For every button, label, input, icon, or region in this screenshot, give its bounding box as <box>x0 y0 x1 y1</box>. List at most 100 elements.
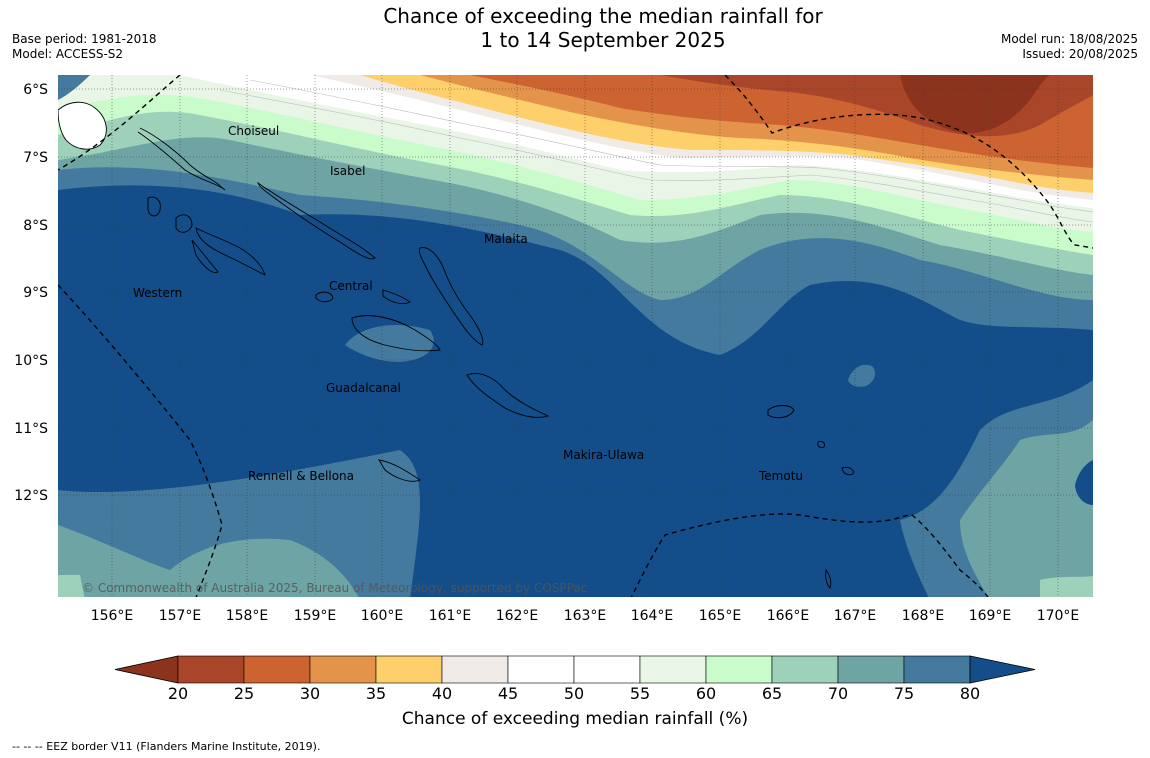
graticule <box>58 75 1093 597</box>
lon-label-164e: 164°E <box>631 608 674 624</box>
colorbar-tick-label: 70 <box>828 684 848 703</box>
colorbar-segment <box>177 655 245 684</box>
contour-se-65 <box>1040 576 1093 597</box>
title-line-2: 1 to 14 September 2025 <box>480 28 726 52</box>
new-georgia-island <box>195 227 266 276</box>
colorbar: 20 25 30 35 40 45 50 55 60 65 70 75 80 <box>114 655 1036 703</box>
colorbar-segment <box>243 655 311 684</box>
colorbar-tick-label: 25 <box>234 684 254 703</box>
lat-label-6s: 6°S <box>23 82 48 98</box>
kolombangara-island <box>175 214 193 233</box>
eez-footnote: -- -- -- EEZ border V11 (Flanders Marine… <box>12 740 321 753</box>
bougainville-island <box>58 101 107 150</box>
label-malaita: Malaita <box>484 232 528 246</box>
colorbar-tick-label: 20 <box>168 684 188 703</box>
contour-20 <box>900 75 1050 134</box>
choiseul-island <box>137 131 223 189</box>
contour-south-65 <box>58 575 85 597</box>
lon-label-156e: 156°E <box>91 608 134 624</box>
colorbar-tick-label: 60 <box>696 684 716 703</box>
model-text: Model: ACCESS-S2 <box>12 47 124 61</box>
lon-label-159e: 159°E <box>294 608 337 624</box>
model-info: Base period: 1981-2018 Model: ACCESS-S2 <box>12 32 157 62</box>
lon-label-158e: 158°E <box>226 608 269 624</box>
label-isabel: Isabel <box>330 164 365 178</box>
lon-label-168e: 168°E <box>902 608 945 624</box>
colorbar-segment <box>309 655 377 684</box>
colorbar-tick-label: 30 <box>300 684 320 703</box>
lon-label-162e: 162°E <box>496 608 539 624</box>
lon-label-169e: 169°E <box>969 608 1012 624</box>
russell-islands <box>315 291 334 303</box>
colorbar-tick-label: 50 <box>564 684 584 703</box>
label-choiseul: Choiseul <box>228 124 279 138</box>
makira-island <box>466 373 550 418</box>
isabel-island <box>257 181 376 260</box>
model-run-text: Model run: 18/08/2025 <box>1000 32 1138 46</box>
contour-lines <box>219 79 1093 223</box>
colorbar-segment <box>705 655 773 684</box>
contour-fill <box>58 75 1093 597</box>
colorbar-segment <box>441 655 509 684</box>
colorbar-segment <box>375 655 443 684</box>
label-western: Western <box>133 286 182 300</box>
lon-label-157e: 157°E <box>159 608 202 624</box>
colorbar-segment <box>639 655 707 684</box>
colorbar-segment <box>507 655 575 684</box>
base-period-text: Base period: 1981-2018 <box>12 32 157 46</box>
issued-text: Issued: 20/08/2025 <box>1022 47 1138 61</box>
lat-label-8s: 8°S <box>23 218 48 234</box>
label-temotu: Temotu <box>758 469 803 483</box>
rennell-island <box>378 459 421 482</box>
nendo-island <box>767 405 795 419</box>
lon-label-161e: 161°E <box>429 608 472 624</box>
colorbar-tick-label: 45 <box>498 684 518 703</box>
vella-lavella-island <box>147 196 161 217</box>
colorbar-segment <box>573 655 641 684</box>
province-labels: Choiseul Isabel Malaita Western Central … <box>133 124 803 483</box>
label-guadalcanal: Guadalcanal <box>326 381 401 395</box>
malaita-island <box>418 247 484 346</box>
contour-patch-guadalcanal <box>345 325 434 362</box>
lon-label-160e: 160°E <box>361 608 404 624</box>
label-makira-ulawa: Makira-Ulawa <box>563 448 644 462</box>
colorbar-segment <box>903 655 971 684</box>
colorbar-high-extension <box>969 655 1036 684</box>
lon-label-166e: 166°E <box>767 608 810 624</box>
contour-nw-75 <box>58 75 90 100</box>
colorbar-low-extension <box>114 655 179 684</box>
copyright-notice: © Commonwealth of Australia 2025, Bureau… <box>82 581 587 595</box>
label-central: Central <box>329 279 373 293</box>
coastlines <box>58 101 854 589</box>
colorbar-tick-label: 80 <box>960 684 980 703</box>
contour-patch-east <box>1075 460 1093 505</box>
colorbar-segment <box>837 655 905 684</box>
colorbar-tick-label: 65 <box>762 684 782 703</box>
rendova-island <box>191 239 219 273</box>
south-island <box>825 568 832 589</box>
eez-borders <box>58 75 1093 597</box>
guadalcanal-island <box>351 315 441 352</box>
map-title: Chance of exceeding the median rainfall … <box>0 4 1150 52</box>
lon-label-167e: 167°E <box>834 608 877 624</box>
contour-south-75 <box>58 450 420 597</box>
lat-label-7s: 7°S <box>23 150 48 166</box>
colorbar-segment <box>771 655 839 684</box>
colorbar-tick-label: 35 <box>366 684 386 703</box>
lon-label-163e: 163°E <box>564 608 607 624</box>
colorbar-tick-label: 40 <box>432 684 452 703</box>
lat-labels: 6°S 7°S 8°S 9°S 10°S 11°S 12°S <box>14 82 48 504</box>
issue-info: Model run: 18/08/2025 Issued: 20/08/2025 <box>1001 32 1138 62</box>
lat-label-12s: 12°S <box>14 488 48 504</box>
title-line-1: Chance of exceeding the median rainfall … <box>383 4 823 28</box>
lon-labels: 156°E 157°E 158°E 159°E 160°E 161°E 162°… <box>91 608 1080 624</box>
tikopia-island <box>841 466 854 476</box>
florida-islands <box>382 289 411 305</box>
lat-label-10s: 10°S <box>14 353 48 369</box>
lon-label-165e: 165°E <box>699 608 742 624</box>
choiseul-island-2 <box>139 127 226 191</box>
vanikoro-island <box>817 440 825 449</box>
contour-south-70 <box>58 525 359 597</box>
lat-label-11s: 11°S <box>14 421 48 437</box>
